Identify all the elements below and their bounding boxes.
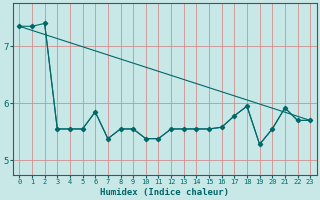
X-axis label: Humidex (Indice chaleur): Humidex (Indice chaleur) [100, 188, 229, 197]
